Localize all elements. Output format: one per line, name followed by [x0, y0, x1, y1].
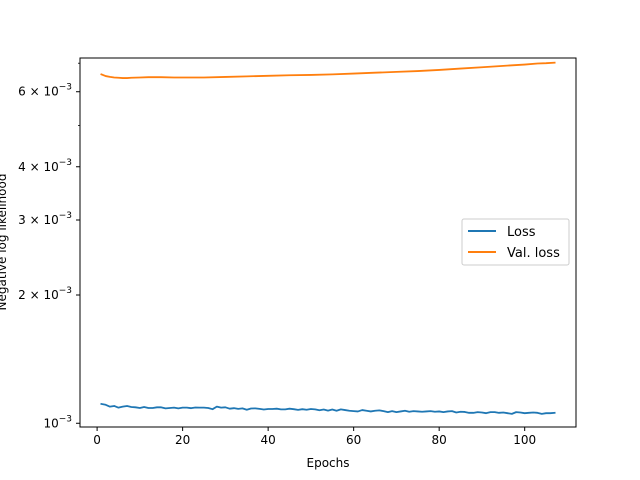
series-layer	[100, 61, 556, 415]
x-tick-label: 40	[260, 433, 275, 447]
x-axis-label: Epochs	[307, 456, 350, 470]
y-tick-label: 6 × 10−3	[18, 83, 72, 99]
y-tick-label: 2 × 10−3	[18, 286, 72, 302]
series-line-loss	[100, 402, 556, 415]
y-tick-label: 10−3	[43, 414, 72, 430]
legend-label-loss: Loss	[507, 225, 536, 240]
plot-frame	[79, 57, 577, 428]
legend: Loss Val. loss	[461, 218, 570, 266]
y-axis: 10−3 2 × 10−3 3 × 10−3 4 × 10−3 6 × 10−3	[18, 62, 80, 430]
x-tick-label: 0	[93, 433, 101, 447]
x-tick-label: 80	[432, 433, 447, 447]
series-line-val-loss	[100, 61, 556, 79]
x-tick-label: 60	[346, 433, 361, 447]
y-tick-label: 3 × 10−3	[18, 211, 72, 227]
x-tick-label: 100	[513, 433, 536, 447]
y-tick-label: 4 × 10−3	[18, 158, 72, 174]
x-tick-label: 20	[175, 433, 190, 447]
x-axis: 0 20 40 60 80 100	[93, 427, 536, 447]
y-axis-label: Negative log likelihood	[0, 174, 9, 311]
legend-label-val-loss: Val. loss	[507, 246, 560, 261]
